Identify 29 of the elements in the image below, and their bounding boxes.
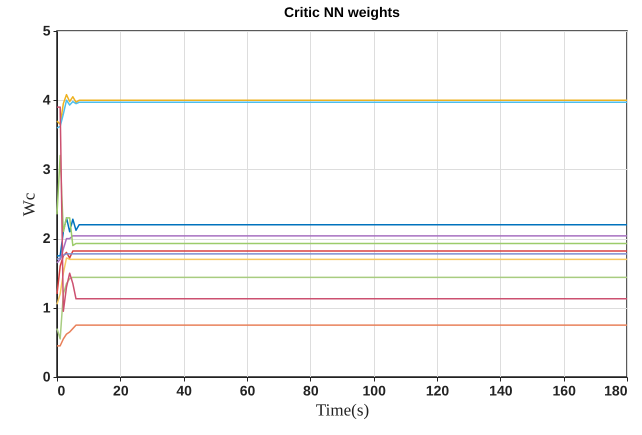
line-series: [56, 217, 628, 257]
y-axis-title: Wc: [20, 192, 39, 216]
x-tick-label: 80: [303, 382, 319, 398]
y-tick-label: 4: [42, 92, 51, 108]
x-tick-label: 40: [176, 382, 192, 398]
x-tick-label: 20: [113, 382, 129, 398]
y-tick-label: 0: [42, 368, 51, 384]
x-axis-title: Time(s): [316, 400, 370, 420]
line-series: [56, 99, 628, 129]
line-series: [56, 94, 628, 126]
line-series: [56, 250, 628, 295]
x-tick-label: 0: [58, 382, 66, 398]
y-tick-label: 2: [42, 230, 51, 246]
line-series: [56, 106, 628, 312]
x-tick-label: 140: [489, 382, 513, 398]
line-series: [56, 257, 628, 306]
y-tick-label: 5: [42, 22, 51, 38]
x-tick-label: 160: [552, 382, 576, 398]
x-tick-label: 180: [604, 382, 628, 398]
line-series: [56, 324, 628, 347]
y-tick-label: 3: [42, 160, 51, 177]
y-tick-label: 1: [42, 299, 51, 316]
line-series: [56, 154, 628, 246]
x-tick-label: 120: [426, 382, 450, 398]
line-series: [56, 235, 628, 264]
x-tick-label: 60: [240, 382, 256, 398]
line-series: [56, 276, 628, 340]
x-tick-label: 100: [362, 382, 386, 398]
chart-title: Critic NN weights: [284, 4, 400, 20]
